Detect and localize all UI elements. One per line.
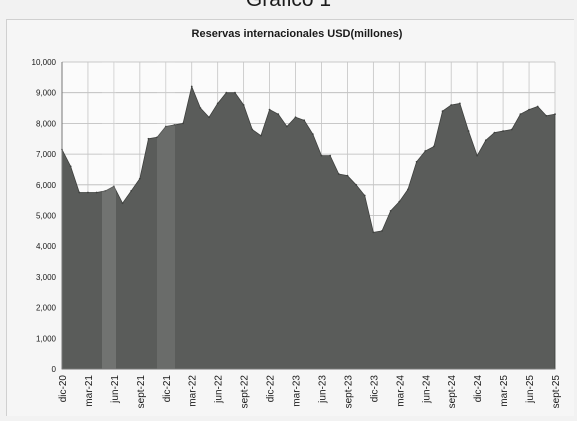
data-point [476, 154, 479, 157]
x-tick-label: mar-24 [395, 375, 406, 407]
x-tick-label: jun-22 [214, 375, 225, 404]
y-tick-label: 9,000 [36, 89, 57, 98]
x-tick-label: dic-24 [473, 375, 484, 403]
chart-heading: Gráfico 1 [0, 0, 577, 12]
data-point [424, 150, 427, 152]
x-tick-label: sept-24 [447, 375, 458, 409]
data-point [502, 130, 505, 132]
chart-title: Reservas internacionales USD(millones) [192, 28, 403, 40]
data-point [493, 131, 496, 134]
x-tick-label: jun-21 [110, 375, 121, 404]
data-point [285, 125, 288, 128]
data-point [234, 91, 236, 94]
data-point [225, 91, 228, 94]
x-tick-label: mar-23 [292, 375, 303, 407]
data-point [355, 183, 357, 186]
y-tick-label: 5,000 [36, 212, 57, 221]
data-point [95, 191, 98, 194]
data-point [216, 102, 219, 105]
chart-frame: Reservas internacionales USD(millones) 0… [6, 19, 574, 416]
scan-streak [102, 62, 116, 369]
y-axis: 0 1,000 2,000 3,000 4,000 5,000 6,000 7,000 8,00… [32, 58, 63, 374]
data-point [164, 125, 167, 128]
y-tick-label: 3,000 [36, 273, 57, 282]
data-point [337, 173, 340, 175]
data-point [510, 128, 513, 131]
data-point [199, 107, 202, 109]
data-point [484, 139, 487, 142]
data-point [156, 136, 159, 139]
data-point [458, 102, 461, 105]
data-point [407, 188, 409, 191]
data-point [147, 137, 150, 140]
data-point [320, 154, 323, 157]
data-point [372, 231, 375, 234]
data-point [208, 116, 210, 119]
data-point [173, 124, 176, 126]
y-tick-label: 4,000 [36, 242, 57, 251]
data-point [363, 194, 366, 197]
y-tick-label: 1,000 [36, 334, 57, 343]
y-tick-label: 2,000 [36, 304, 57, 313]
data-point [87, 191, 89, 194]
scan-streak [157, 62, 175, 369]
data-point [450, 104, 453, 106]
data-point [554, 113, 556, 116]
x-tick-label: dic-23 [369, 375, 380, 403]
y-tick-label: 0 [52, 365, 57, 374]
data-point [268, 108, 271, 111]
data-point [104, 190, 107, 192]
data-point [182, 122, 184, 125]
data-point [467, 130, 470, 132]
data-point [389, 209, 392, 212]
data-point [242, 104, 245, 106]
data-point [381, 229, 383, 232]
x-tick-label: mar-25 [499, 375, 510, 407]
x-tick-label: jun-23 [317, 375, 328, 404]
data-point [415, 160, 418, 163]
data-point [69, 165, 72, 168]
data-point [294, 116, 297, 119]
data-point [545, 114, 548, 117]
y-tick-label: 7,000 [36, 150, 57, 159]
data-point [251, 128, 254, 131]
data-point [130, 190, 133, 192]
data-point [277, 113, 280, 116]
y-tick-label: 8,000 [36, 119, 57, 128]
x-tick-label: jun-25 [525, 375, 536, 404]
area-layer [61, 62, 556, 370]
data-point [519, 113, 522, 116]
data-point [398, 200, 401, 203]
x-axis: dic-20 mar-21 jun-21 sept-21 dic-21 mar-22 jun… [58, 368, 562, 409]
data-point [441, 110, 444, 113]
y-tick-label: 10,000 [32, 58, 57, 67]
data-point [112, 185, 115, 188]
data-point [433, 145, 435, 148]
x-tick-label: dic-22 [266, 375, 277, 403]
x-tick-label: sept-25 [551, 375, 562, 409]
data-point [346, 174, 349, 177]
data-point [138, 177, 141, 180]
data-point [303, 119, 306, 122]
x-tick-label: sept-22 [240, 375, 251, 409]
x-tick-label: mar-22 [188, 375, 199, 407]
data-point [311, 133, 314, 136]
data-point [190, 85, 193, 88]
x-tick-label: mar-21 [84, 375, 95, 407]
data-point [260, 134, 262, 137]
x-tick-label: sept-21 [136, 375, 147, 409]
data-point [536, 105, 539, 108]
area-chart: Reservas internacionales USD(millones) 0… [32, 28, 562, 409]
data-point [121, 202, 124, 205]
x-tick-label: jun-24 [421, 375, 432, 404]
x-tick-label: sept-23 [343, 375, 354, 409]
data-point [329, 154, 332, 157]
x-tick-label: dic-20 [58, 375, 69, 403]
data-point [528, 108, 530, 111]
data-point [78, 191, 81, 194]
x-tick-label: dic-21 [162, 375, 173, 403]
y-tick-label: 6,000 [36, 181, 57, 190]
